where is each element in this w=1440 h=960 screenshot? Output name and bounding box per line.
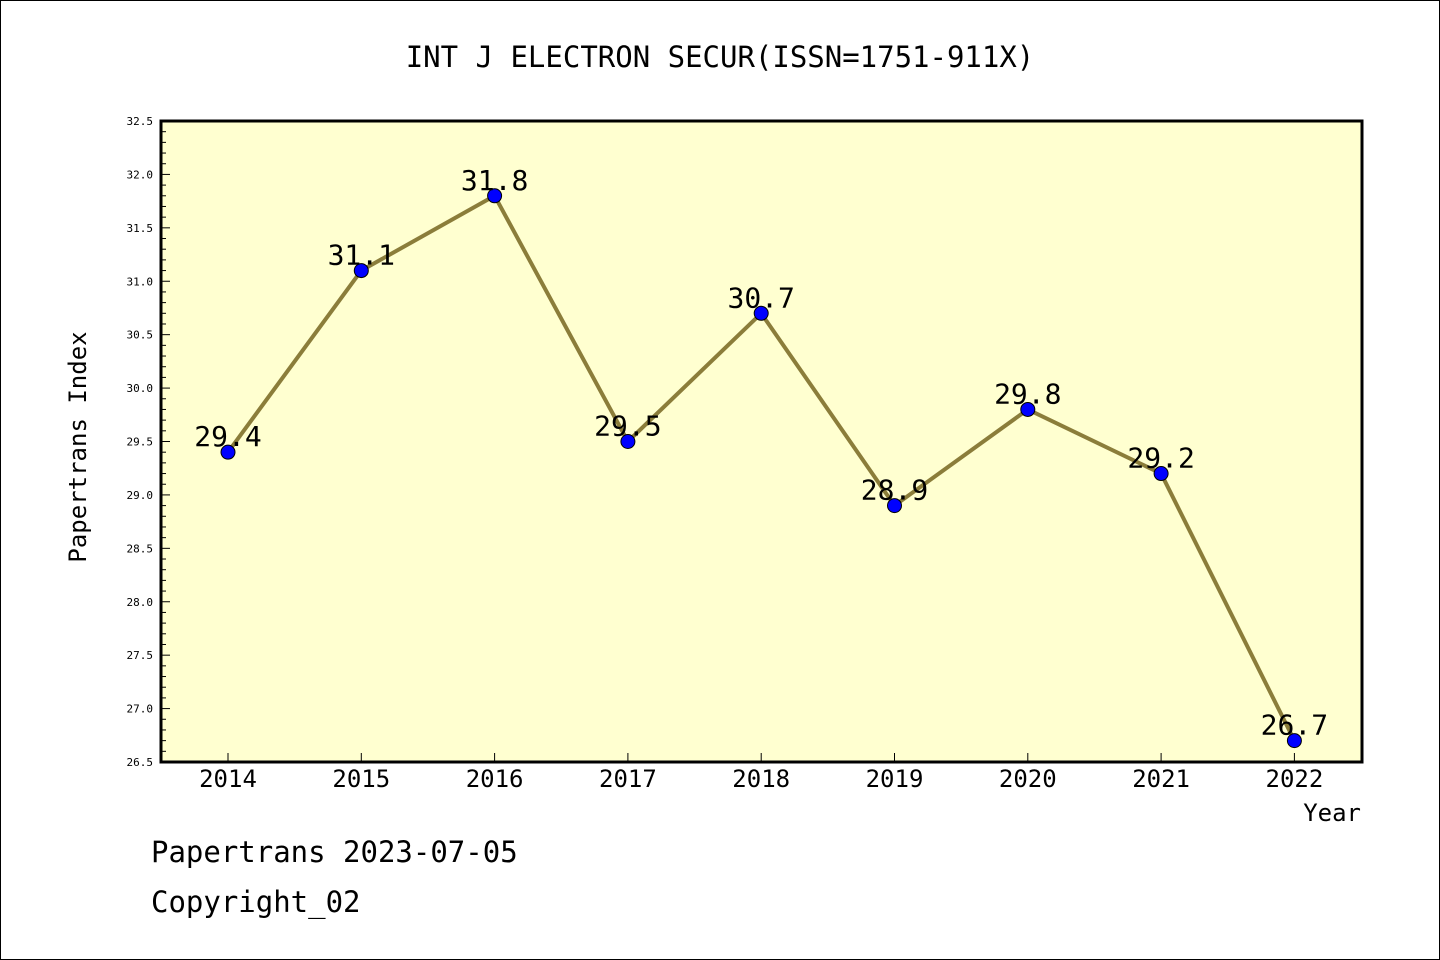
x-tick-label: 2018 (732, 765, 790, 793)
y-tick-label: 29.0 (127, 489, 154, 502)
data-point (1286, 733, 1302, 749)
data-label: 30.7 (727, 281, 794, 314)
x-tick-label: 2017 (599, 765, 657, 793)
data-point (887, 498, 902, 514)
data-point (487, 188, 503, 204)
y-tick-label: 32.0 (127, 168, 154, 181)
x-tick-label: 2015 (332, 765, 390, 793)
chart-title: INT J ELECTRON SECUR(ISSN=1751-911X) (406, 40, 1035, 74)
y-tick-label: 26.5 (127, 756, 154, 769)
y-tick-label: 28.0 (127, 596, 154, 609)
data-label: 29.8 (994, 377, 1061, 410)
x-tick-label: 2014 (199, 765, 257, 793)
x-tick-label: 2021 (1132, 765, 1190, 793)
series-layer: 29.4 31.1 31.8 29.5 30.7 28.9 29.8 29.2 26.7 (194, 164, 1328, 749)
y-tick-label: 27.5 (127, 649, 154, 662)
y-tick-label: 29.5 (127, 436, 154, 449)
x-tick-label: 2019 (866, 765, 924, 793)
y-tick-label: 30.0 (127, 382, 154, 395)
data-point (753, 305, 769, 321)
x-axis: 2014 2015 2016 2017 2018 2019 2020 2021 2022 (199, 753, 1323, 793)
data-point (1020, 401, 1036, 417)
data-label: 29.4 (194, 420, 261, 453)
data-point (353, 263, 369, 279)
y-axis-label: Papertrans Index (64, 331, 92, 562)
plot-border (159, 119, 1364, 764)
data-label: 28.9 (861, 474, 928, 507)
x-tick-label: 2022 (1266, 765, 1324, 793)
plot-area (161, 121, 1362, 762)
footer-copyright-line: Copyright_02 (151, 885, 361, 919)
data-label: 26.7 (1261, 709, 1328, 742)
y-tick-label: 30.5 (127, 329, 154, 342)
data-label: 29.2 (1127, 442, 1194, 475)
y-tick-label: 27.0 (127, 703, 154, 716)
data-label: 29.5 (594, 410, 661, 443)
data-label: 31.8 (461, 164, 528, 197)
y-tick-label: 31.5 (127, 222, 154, 235)
y-axis: 26.5 27.0 27.5 28.0 28.5 29.0 29.5 30.0 30.5 31.0… (127, 115, 170, 769)
data-point (1153, 466, 1169, 482)
data-point (220, 444, 236, 460)
data-label: 31.1 (328, 239, 395, 272)
x-tick-label: 2016 (466, 765, 524, 793)
y-tick-label: 28.5 (127, 542, 154, 555)
x-axis-label: Year (1303, 799, 1361, 827)
footer-date-line: Papertrans 2023-07-05 (151, 835, 518, 869)
y-tick-label: 32.5 (127, 115, 154, 128)
x-tick-label: 2020 (999, 765, 1057, 793)
y-tick-label: 31.0 (127, 275, 154, 288)
data-point (620, 434, 636, 449)
